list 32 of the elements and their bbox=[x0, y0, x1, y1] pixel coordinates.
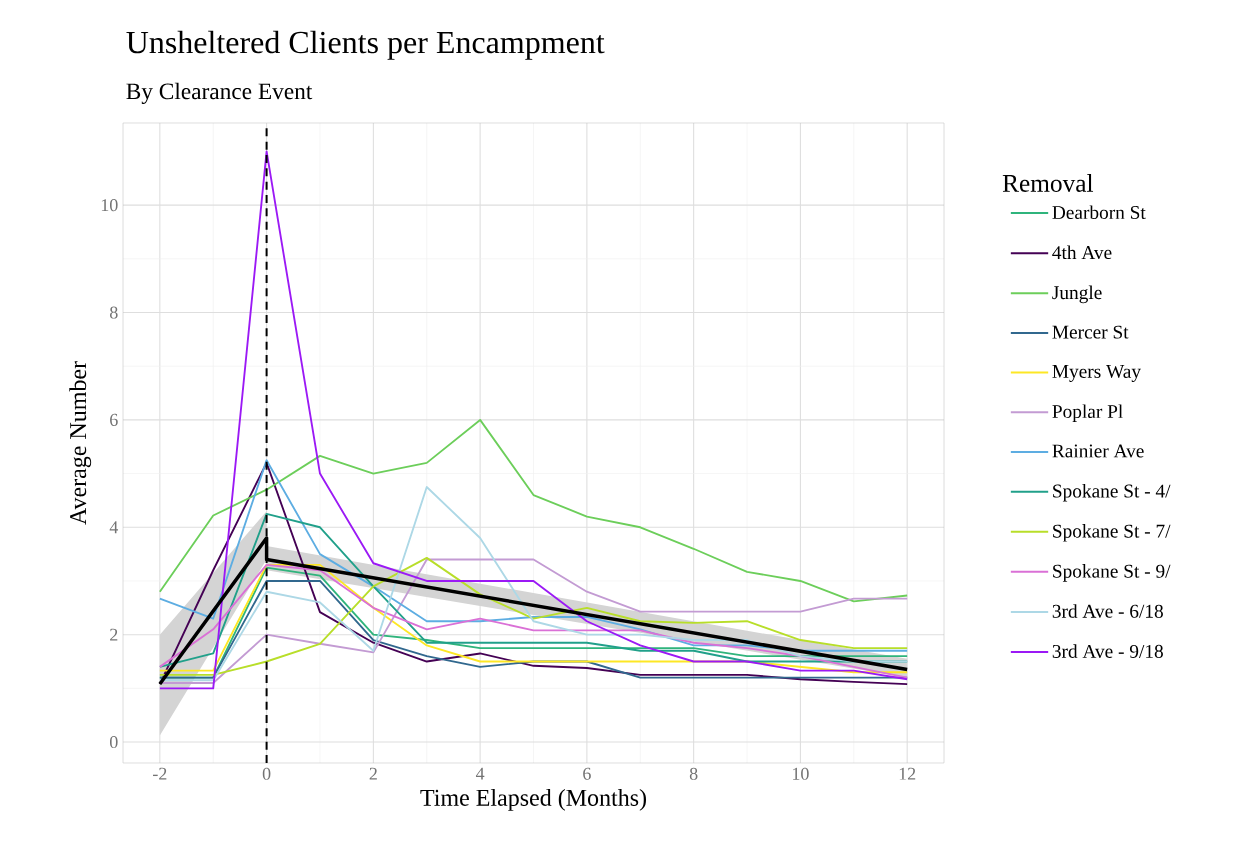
y-axis-title: Average Number bbox=[69, 361, 92, 525]
y-tick-label: 2 bbox=[110, 628, 118, 641]
y-tick-label: 8 bbox=[109, 306, 118, 319]
legend-label: 3rd Ave - 6/18 bbox=[1052, 604, 1163, 618]
x-tick-label: 8 bbox=[689, 767, 698, 780]
line-series bbox=[158, 418, 909, 603]
legend-label: Spokane St - 9/ bbox=[1053, 564, 1171, 582]
y-tick-label: 4 bbox=[109, 521, 119, 534]
x-tick-label: -2 bbox=[153, 767, 167, 780]
legend-label: Poplar Pl bbox=[1052, 404, 1123, 422]
legend-label: 4th Ave bbox=[1052, 245, 1112, 260]
x-tick-label: 6 bbox=[583, 767, 591, 780]
legend-label: Spokane St - 7/ bbox=[1053, 524, 1171, 542]
x-tick-label: 4 bbox=[475, 767, 485, 780]
legend-label: Jungle bbox=[1052, 285, 1102, 304]
legend-label: Spokane St - 4/ bbox=[1053, 483, 1171, 502]
y-tick-label: 0 bbox=[109, 735, 118, 749]
legend-title: Removal bbox=[1002, 174, 1094, 192]
legend-label: Myers Way bbox=[1052, 365, 1141, 382]
chart-title: Unsheltered Clients per Encampment bbox=[126, 30, 605, 60]
legend-label: 3rd Ave - 9/18 bbox=[1052, 644, 1163, 658]
y-tick-label: 10 bbox=[101, 199, 118, 212]
x-tick-label: 12 bbox=[899, 767, 916, 780]
chart-subtitle: By Clearance Event bbox=[126, 82, 313, 105]
y-tick-label: 6 bbox=[110, 413, 118, 426]
x-tick-label: 10 bbox=[793, 767, 809, 780]
legend-label: Mercer St bbox=[1052, 325, 1129, 339]
legend-label: Dearborn St bbox=[1052, 205, 1146, 219]
x-tick-label: 2 bbox=[369, 767, 377, 780]
x-tick-label: 0 bbox=[262, 767, 271, 780]
x-axis-title: Time Elapsed (Months) bbox=[420, 788, 647, 811]
legend-label: Rainier Ave bbox=[1052, 444, 1144, 458]
